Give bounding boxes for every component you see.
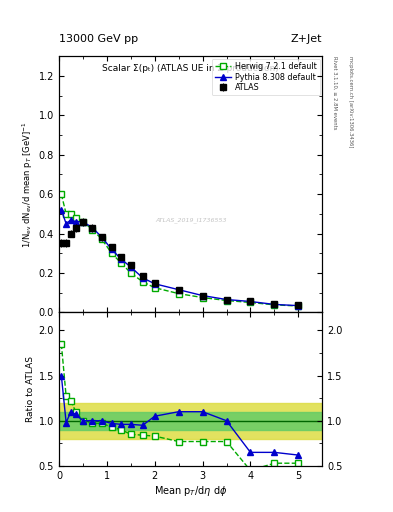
Herwig 7.2.1 default bbox=[152, 285, 157, 291]
Herwig 7.2.1 default bbox=[140, 279, 145, 285]
Text: mcplots.cern.ch [arXiv:1306.3436]: mcplots.cern.ch [arXiv:1306.3436] bbox=[348, 56, 353, 148]
Herwig 7.2.1 default bbox=[73, 215, 78, 221]
Herwig 7.2.1 default bbox=[100, 237, 105, 243]
Herwig 7.2.1 default bbox=[296, 303, 301, 309]
Pythia 8.308 default bbox=[129, 264, 133, 270]
Legend: Herwig 7.2.1 default, Pythia 8.308 default, ATLAS: Herwig 7.2.1 default, Pythia 8.308 defau… bbox=[211, 59, 320, 95]
Pythia 8.308 default bbox=[248, 298, 253, 305]
Pythia 8.308 default bbox=[140, 275, 145, 281]
Pythia 8.308 default bbox=[68, 217, 73, 223]
Herwig 7.2.1 default bbox=[68, 211, 73, 217]
Y-axis label: 1/N$_{\mathregular{ev}}$ dN$_{\mathregular{ev}}$/d mean p$_T$ [GeV]$^{-1}$: 1/N$_{\mathregular{ev}}$ dN$_{\mathregul… bbox=[20, 121, 35, 248]
X-axis label: Mean p$_T$/d$\eta$ d$\phi$: Mean p$_T$/d$\eta$ d$\phi$ bbox=[154, 483, 228, 498]
Text: Rivet 3.1.10, ≥ 2.8M events: Rivet 3.1.10, ≥ 2.8M events bbox=[332, 56, 337, 130]
Pythia 8.308 default bbox=[90, 225, 95, 231]
Herwig 7.2.1 default bbox=[176, 290, 181, 296]
Herwig 7.2.1 default bbox=[109, 250, 114, 257]
Pythia 8.308 default bbox=[73, 219, 78, 225]
Pythia 8.308 default bbox=[296, 303, 301, 309]
Text: ATLAS_2019_I1736553: ATLAS_2019_I1736553 bbox=[155, 217, 226, 223]
Pythia 8.308 default bbox=[200, 292, 205, 298]
Text: 13000 GeV pp: 13000 GeV pp bbox=[59, 33, 138, 44]
Herwig 7.2.1 default bbox=[200, 294, 205, 301]
Line: Pythia 8.308 default: Pythia 8.308 default bbox=[58, 207, 301, 309]
Pythia 8.308 default bbox=[224, 296, 229, 303]
Pythia 8.308 default bbox=[109, 246, 114, 252]
Y-axis label: Ratio to ATLAS: Ratio to ATLAS bbox=[26, 356, 35, 422]
Herwig 7.2.1 default bbox=[90, 226, 95, 232]
Pythia 8.308 default bbox=[119, 256, 123, 262]
Pythia 8.308 default bbox=[272, 302, 277, 308]
Pythia 8.308 default bbox=[100, 234, 105, 241]
Herwig 7.2.1 default bbox=[81, 219, 85, 225]
Herwig 7.2.1 default bbox=[129, 270, 133, 276]
Text: Scalar Σ(pₜ) (ATLAS UE in Z production): Scalar Σ(pₜ) (ATLAS UE in Z production) bbox=[102, 64, 279, 73]
Herwig 7.2.1 default bbox=[248, 300, 253, 306]
Pythia 8.308 default bbox=[81, 219, 85, 225]
Herwig 7.2.1 default bbox=[272, 302, 277, 308]
Herwig 7.2.1 default bbox=[59, 191, 64, 197]
Herwig 7.2.1 default bbox=[119, 260, 123, 266]
Pythia 8.308 default bbox=[152, 281, 157, 287]
Pythia 8.308 default bbox=[59, 207, 64, 213]
Herwig 7.2.1 default bbox=[224, 297, 229, 304]
Pythia 8.308 default bbox=[64, 221, 68, 227]
Pythia 8.308 default bbox=[176, 287, 181, 293]
Line: Herwig 7.2.1 default: Herwig 7.2.1 default bbox=[58, 191, 301, 309]
Text: Z+Jet: Z+Jet bbox=[291, 33, 322, 44]
Herwig 7.2.1 default bbox=[64, 211, 68, 217]
